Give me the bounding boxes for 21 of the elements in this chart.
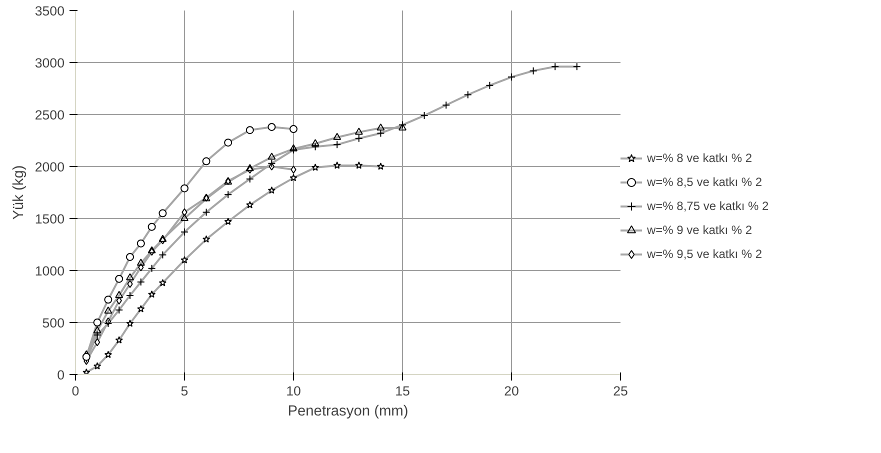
legend-label: w=% 8 ve katkı % 2	[647, 151, 752, 165]
legend-label: w=% 8,75 ve katkı % 2	[647, 199, 769, 213]
y-tick-label: 3500	[34, 4, 65, 18]
x-tick-label: 15	[395, 384, 410, 398]
y-tick-label: 2500	[34, 108, 65, 122]
legend-label: w=% 9 ve katkı % 2	[647, 223, 752, 237]
y-tick-label: 0	[57, 368, 65, 382]
x-tick-label: 5	[180, 384, 188, 398]
y-axis-title: Yük (kg)	[10, 165, 27, 220]
x-axis-title: Penetrasyon (mm)	[288, 404, 408, 420]
y-tick-label: 2000	[34, 160, 65, 174]
legend-label: w=% 8,5 ve katkı % 2	[647, 175, 762, 189]
x-tick-label: 10	[286, 384, 301, 398]
x-tick-label: 0	[72, 384, 80, 398]
y-tick-label: 500	[42, 316, 65, 330]
y-tick-label: 1500	[34, 212, 65, 226]
x-tick-label: 20	[504, 384, 519, 398]
x-tick-label: 25	[613, 384, 628, 398]
y-tick-label: 3000	[34, 56, 65, 70]
legend-label: w=% 9,5 ve katkı % 2	[647, 247, 762, 261]
y-tick-label: 1000	[34, 264, 65, 278]
